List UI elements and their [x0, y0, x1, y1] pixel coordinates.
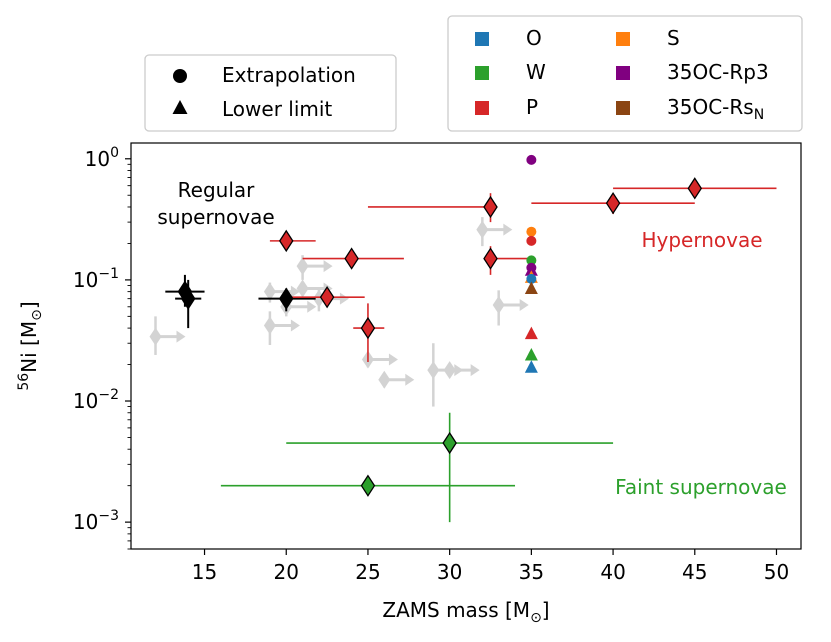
- lower-limit-arrowhead: [503, 223, 513, 236]
- legend-swatch-W: [475, 66, 489, 80]
- legend-label-S: S: [667, 26, 680, 50]
- model-triangle-W: [524, 347, 538, 361]
- legend-label-P: P: [526, 95, 538, 119]
- lower-limit-arrowhead: [176, 330, 186, 343]
- lower-limit-marker: [427, 361, 440, 380]
- lower-limit-arrowhead: [470, 364, 480, 377]
- annotation-faint-supernovae: Faint supernovae: [615, 475, 787, 499]
- x-tick-label: 40: [600, 560, 625, 584]
- y-tick-label: 10−3: [73, 508, 119, 534]
- legend-label-extrapolation: Extrapolation: [222, 63, 356, 87]
- diamond-marker: [360, 474, 376, 497]
- diamond-marker: [278, 287, 294, 310]
- legend-label-W: W: [526, 60, 546, 84]
- legend-swatch-P: [475, 101, 489, 115]
- lower-limit-marker: [263, 316, 276, 335]
- legend-label-lower-limit: Lower limit: [222, 97, 332, 121]
- model-legend: O W P S 35OC-Rp3 35OC-RsN: [447, 15, 803, 132]
- diamond-marker: [442, 431, 457, 455]
- x-tick-label: 20: [274, 560, 299, 584]
- lower-limit-marker: [443, 361, 456, 380]
- diamond-marker: [605, 191, 621, 215]
- legend-label-35OC-Rp3: 35OC-Rp3: [667, 60, 769, 84]
- x-tick-label: 45: [682, 560, 707, 584]
- diamond-marker: [180, 287, 196, 310]
- model-circle-W: [526, 255, 537, 266]
- x-tick-label: 35: [519, 560, 544, 584]
- lower-limit-marker: [296, 257, 309, 276]
- y-tick-label: 10−1: [73, 266, 119, 292]
- lower-limit-arrowhead: [339, 292, 349, 305]
- diamond-marker: [319, 285, 335, 309]
- lower-limit-points: [149, 217, 529, 407]
- lower-limit-arrowhead: [519, 299, 529, 312]
- legend-label-O: O: [526, 26, 542, 50]
- annotation-regular-supernovae-line2: supernovae: [157, 205, 274, 229]
- axis-ticks: 15 20 25 30 35 40 45 50 10−3 10−2 10−1 100: [73, 145, 789, 584]
- diamond-marker: [278, 229, 294, 253]
- y-tick-label: 100: [85, 145, 119, 171]
- lower-limit-marker: [149, 327, 162, 346]
- annotation-regular-supernovae-line1: Regular: [178, 178, 255, 202]
- x-tick-label: 50: [764, 560, 789, 584]
- lower-limit-marker: [263, 282, 276, 301]
- legend-label-35OC-RsN: 35OC-RsN: [667, 95, 764, 123]
- lower-limit-arrowhead: [405, 373, 415, 386]
- lower-limit-arrowhead: [388, 353, 398, 366]
- legend-circle-marker: [173, 69, 187, 83]
- annotation-hypernovae: Hypernovae: [641, 228, 762, 252]
- x-tick-label: 25: [355, 560, 380, 584]
- lower-limit-arrowhead: [307, 300, 317, 313]
- diamond-marker: [360, 316, 376, 340]
- marker-legend: Extrapolation Lower limit: [144, 54, 397, 132]
- model-circle-Rp3: [526, 154, 537, 165]
- legend-swatch-O: [475, 32, 489, 46]
- marker-legend-box: [144, 54, 397, 132]
- x-axis-label: ZAMS mass [M⊙]: [382, 598, 549, 626]
- legend-swatch-35OC-RsN: [616, 101, 630, 115]
- model-triangle-RsN: [524, 281, 538, 294]
- model-circle-S: [526, 226, 537, 237]
- lower-limit-marker: [476, 220, 489, 239]
- lower-limit-arrowhead: [290, 285, 300, 298]
- legend-swatch-35OC-Rp3: [616, 66, 630, 80]
- lower-limit-marker: [378, 370, 391, 389]
- legend-triangle-marker: [172, 100, 188, 114]
- model-circle-P: [526, 235, 537, 246]
- model-triangle-Rp3: [524, 263, 538, 276]
- diamond-marker: [483, 247, 498, 270]
- y-axis-label: 56Ni [M⊙]: [16, 301, 45, 390]
- model-triangle-P: [524, 326, 538, 340]
- x-tick-label: 15: [192, 560, 217, 584]
- lower-limit-marker: [296, 279, 309, 298]
- lower-limit-arrowhead: [323, 260, 333, 273]
- x-tick-label: 30: [437, 560, 462, 584]
- model-triangle-O: [524, 360, 538, 373]
- lower-limit-marker: [492, 296, 505, 315]
- lower-limit-arrowhead: [290, 319, 300, 332]
- diamond-marker: [344, 247, 359, 270]
- data-markers: [177, 154, 703, 497]
- legend-swatch-S: [616, 32, 630, 46]
- y-tick-label: 10−2: [73, 387, 119, 413]
- diamond-marker: [687, 177, 703, 200]
- model-circle-O: [526, 273, 537, 284]
- diamond-marker: [483, 195, 498, 219]
- plot-area: [130, 142, 802, 550]
